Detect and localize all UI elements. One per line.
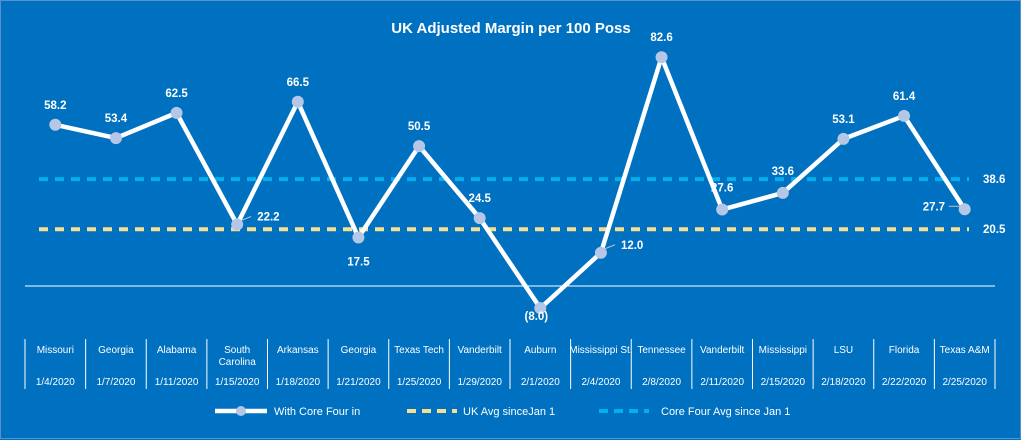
category-date: 2/18/2020 — [821, 377, 866, 388]
category-opponent: Vanderbilt — [458, 345, 503, 356]
category-opponent: Georgia — [98, 345, 134, 356]
category-opponent: Alabama — [157, 345, 197, 356]
chart-title: UK Adjusted Margin per 100 Poss — [391, 20, 631, 37]
data-label: 66.5 — [287, 77, 310, 89]
category-date: 1/25/2020 — [397, 377, 442, 388]
data-label: 61.4 — [893, 91, 916, 103]
data-label: 62.5 — [165, 88, 188, 100]
data-label: (8.0) — [524, 311, 548, 323]
data-point — [170, 106, 183, 119]
data-label-leader — [241, 216, 252, 221]
category-opponent: Florida — [889, 345, 920, 356]
category-opponent: Missouri — [37, 345, 74, 356]
data-point — [655, 51, 668, 64]
category-date: 1/7/2020 — [96, 377, 135, 388]
legend: With Core Four in UK Avg sinceJan 1 Core F… — [215, 406, 790, 418]
category-date: 2/11/2020 — [700, 377, 744, 388]
data-point — [49, 118, 62, 131]
data-point — [594, 246, 607, 259]
data-label: 82.6 — [650, 32, 672, 44]
avg-line-label-2: 38.6 — [983, 174, 1005, 186]
category-date: 2/15/2020 — [761, 377, 806, 388]
data-point — [958, 203, 971, 216]
data-label: 22.2 — [257, 212, 279, 224]
category-opponent: Tennessee — [637, 345, 686, 356]
legend-label-with-core-four: With Core Four in — [274, 406, 360, 418]
category-date: 1/11/2020 — [155, 377, 199, 388]
data-label: 27.7 — [923, 201, 945, 213]
category-date: 1/4/2020 — [36, 377, 75, 388]
category-opponent: Mississippi St. — [569, 345, 632, 356]
category-opponent: LSU — [834, 345, 853, 356]
data-label-leader — [604, 244, 616, 250]
category-opponent: Arkansas — [277, 345, 319, 356]
category-date: 2/8/2020 — [642, 377, 681, 388]
category-date: 2/1/2020 — [521, 377, 560, 388]
category-opponent: Auburn — [524, 345, 556, 356]
data-point — [413, 140, 426, 153]
category-opponent: South — [224, 345, 250, 356]
category-date: 2/22/2020 — [882, 377, 927, 388]
category-opponent: Mississippi — [759, 345, 807, 356]
data-point — [716, 203, 729, 216]
category-opponent: Georgia — [341, 345, 377, 356]
series-line-with-core-four — [54, 54, 967, 311]
data-label: 33.6 — [772, 166, 794, 178]
data-point — [352, 231, 365, 244]
category-opponent: Carolina — [219, 357, 257, 368]
data-label: 53.4 — [105, 113, 128, 125]
category-table: Missouri 1/4/2020 Georgia 1/7/2020 Alabama 1/… — [24, 339, 996, 389]
category-date: 1/15/2020 — [215, 377, 260, 388]
data-point — [898, 109, 911, 122]
data-point — [776, 186, 789, 199]
data-label: 12.0 — [621, 240, 643, 252]
avg-line-label-1: 20.5 — [983, 224, 1006, 236]
data-point — [473, 212, 486, 225]
legend-label-uk-avg: UK Avg sinceJan 1 — [463, 406, 555, 418]
category-date: 1/29/2020 — [457, 377, 502, 388]
data-point — [291, 95, 304, 108]
data-point — [231, 218, 244, 231]
legend-marker — [236, 406, 246, 416]
data-point — [109, 132, 122, 145]
data-label: 24.5 — [468, 193, 491, 205]
category-opponent: Texas A&M — [940, 345, 990, 356]
data-point — [534, 302, 547, 315]
category-date: 2/4/2020 — [581, 377, 620, 388]
category-date: 1/18/2020 — [276, 377, 321, 388]
category-opponent: Texas Tech — [394, 345, 444, 356]
data-label: 17.5 — [347, 257, 370, 269]
data-label: 27.6 — [711, 183, 733, 195]
data-label: 53.1 — [832, 114, 855, 126]
category-date: 2/25/2020 — [942, 377, 987, 388]
legend-label-core-four-avg: Core Four Avg since Jan 1 — [661, 406, 790, 418]
data-label: 58.2 — [44, 100, 66, 112]
data-label: 50.5 — [408, 121, 431, 133]
plot-area: 20.5 38.6 58.2 53.4 62.5 22.2 66.5 17.5 50.5 24.5… — [25, 32, 1006, 323]
category-date: 1/21/2020 — [336, 377, 381, 388]
data-point — [837, 132, 850, 145]
category-opponent: Vanderbilt — [700, 345, 745, 356]
